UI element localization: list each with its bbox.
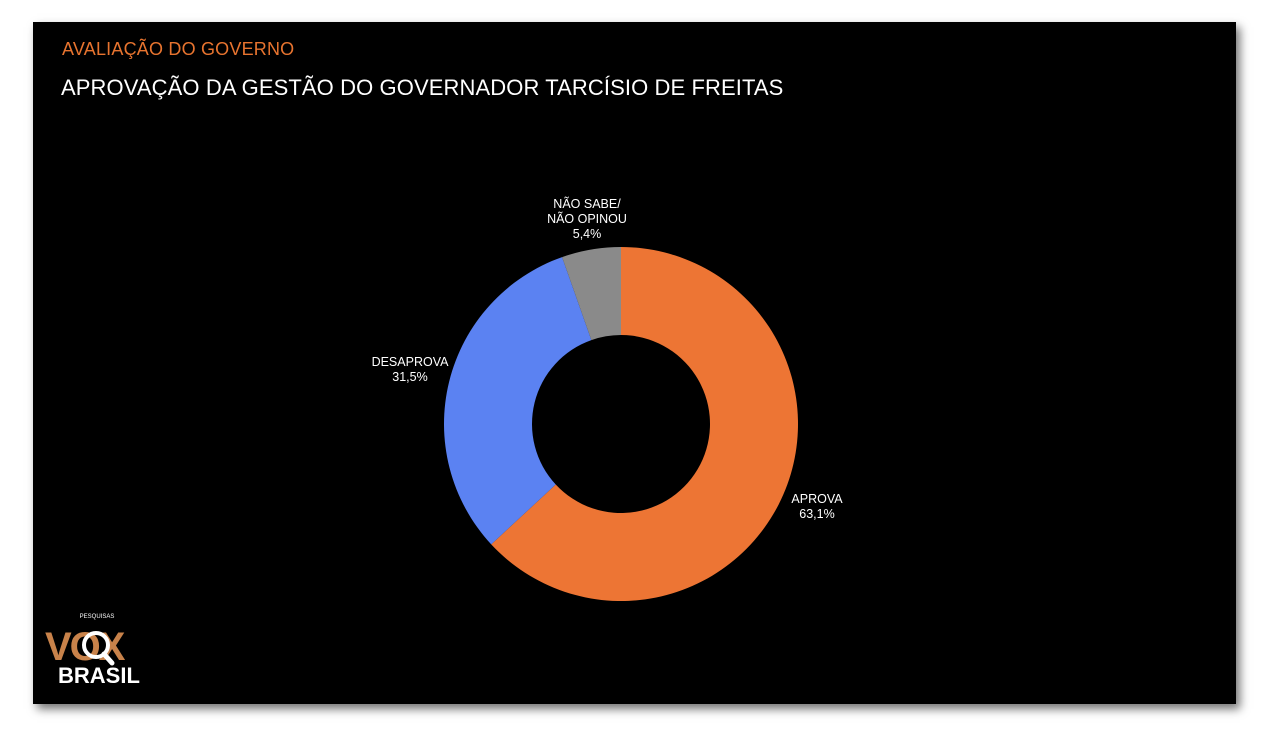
slice-category-label: NÃO SABE/ [553,197,621,211]
slice-value-label: 63,1% [799,507,834,521]
donut-slice [562,247,621,341]
chart-title: APROVAÇÃO DA GESTÃO DO GOVERNADOR TARCÍS… [61,75,784,100]
slice-category-label: DESAPROVA [372,355,450,369]
logo-top-text: PESQUISAS [80,614,115,620]
donut-slice [491,247,798,601]
vox-brasil-logo: PESQUISAS VOX BRASIL [45,614,140,688]
slice-category-label: NÃO OPINOU [547,212,627,226]
magnifier-icon [82,631,115,666]
donut-chart: APROVA 63,1% DESAPROVA 31,5% NÃO SABE/NÃO OP… [372,197,843,601]
slice-category-label: APROVA [791,492,843,506]
slice-value-label: 31,5% [392,370,427,384]
slide: AVALIAÇÃO DO GOVERNO APROVAÇÃO DA GESTÃO… [33,22,1236,704]
section-kicker: AVALIAÇÃO DO GOVERNO [62,39,295,59]
logo-bottom-text: BRASIL [58,663,140,688]
slice-value-label: 5,4% [573,227,602,241]
donut-slice [443,257,592,545]
slice-label: APROVA 63,1% [791,492,843,521]
slice-label: NÃO SABE/NÃO OPINOU 5,4% [547,197,627,241]
slice-label: DESAPROVA 31,5% [372,355,450,384]
